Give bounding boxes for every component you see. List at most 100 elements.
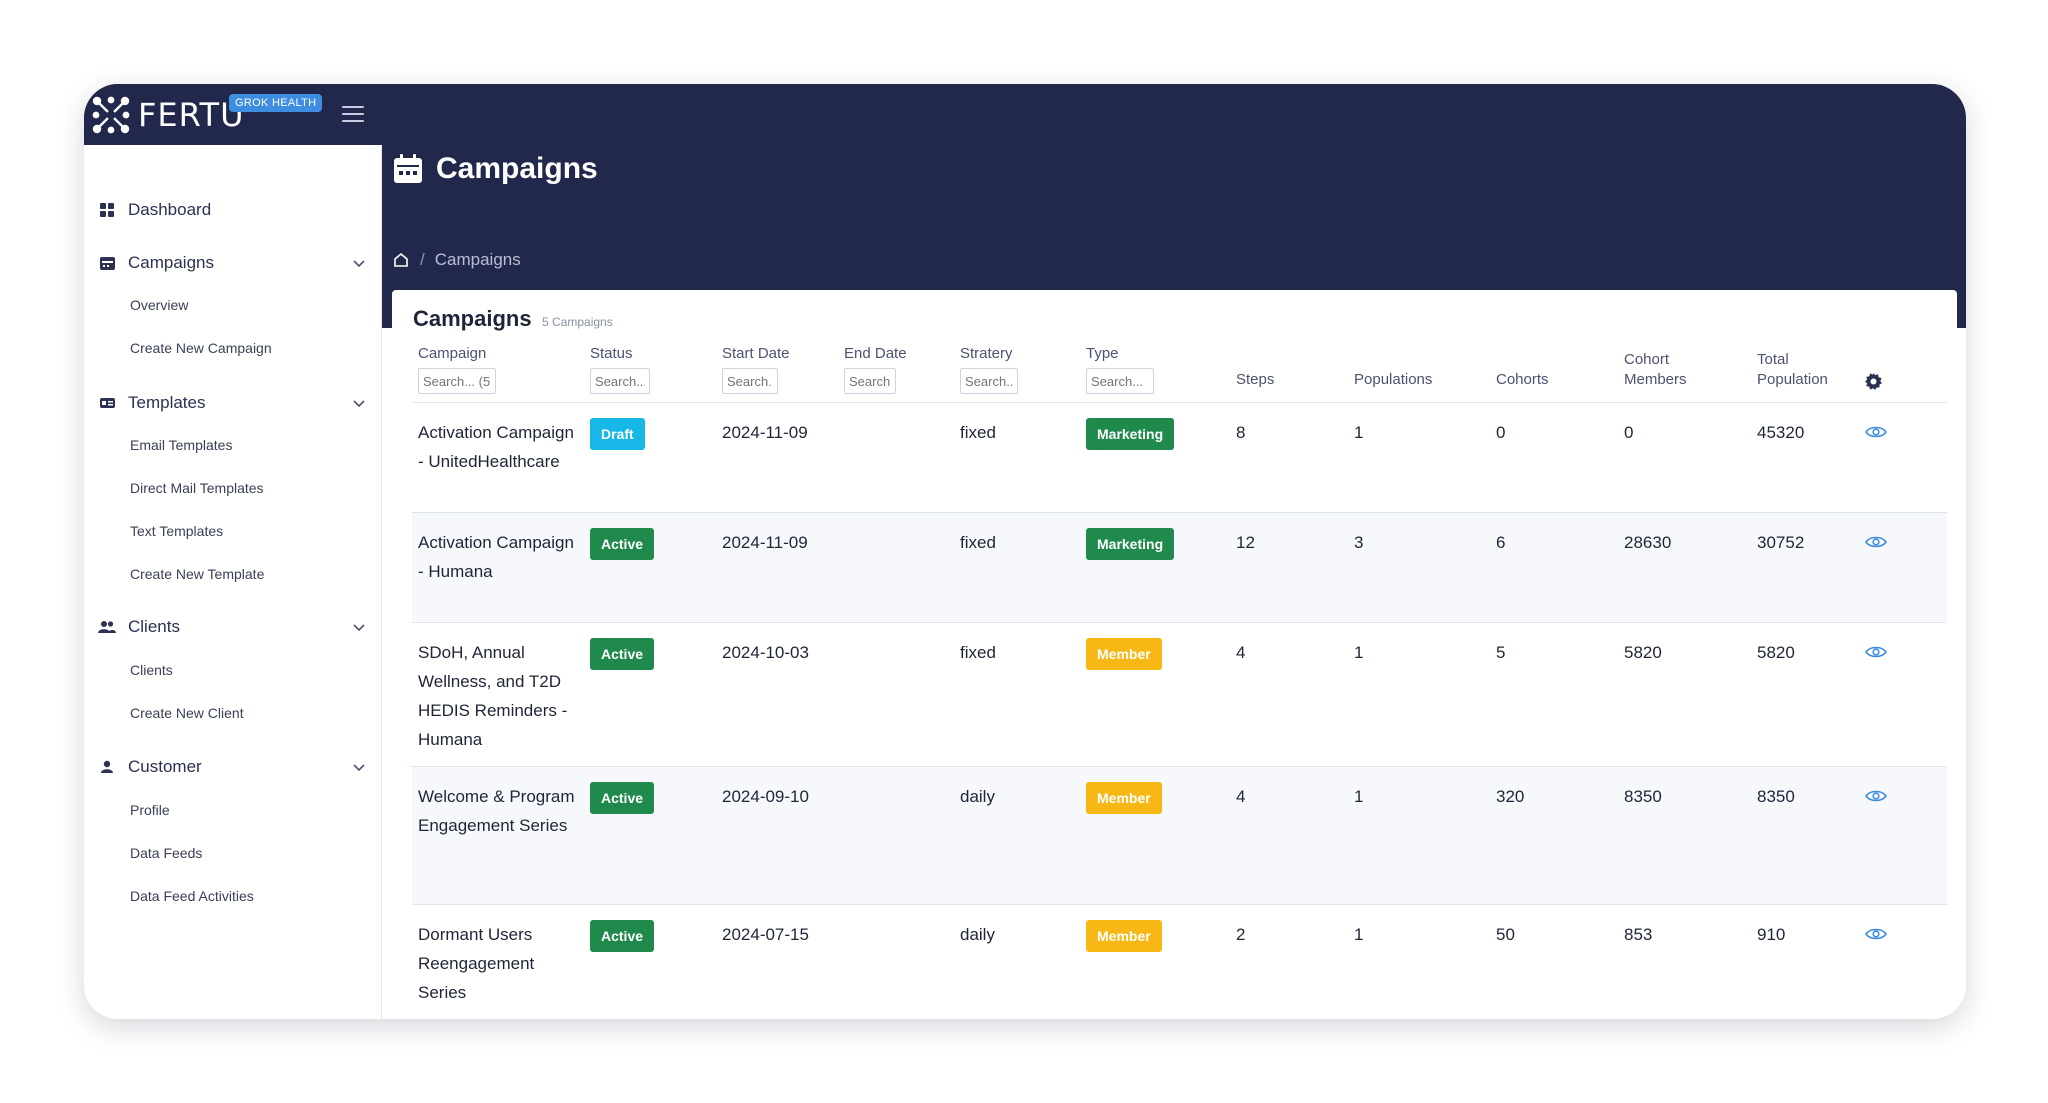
end-date (838, 766, 954, 905)
app-window: FERTU GROK HEALTH Dashboard Campaigns Ov… (84, 84, 1966, 1019)
status-badge: Active (590, 638, 655, 670)
type-cell: Member (1080, 622, 1230, 767)
total-population: 5820 (1751, 622, 1859, 767)
sidebar-item-create-new-client[interactable]: Create New Client (130, 705, 244, 721)
start-date: 2024-10-03 (716, 622, 838, 767)
start-date: 2024-07-15 (716, 904, 838, 1019)
status-cell: Active (584, 766, 716, 905)
type-badge: Member (1086, 782, 1162, 814)
view-eye-icon[interactable] (1865, 927, 1887, 941)
sidebar-item-overview[interactable]: Overview (130, 297, 189, 313)
logo-bar: FERTU GROK HEALTH (84, 84, 382, 145)
logo-text: FERTU (138, 95, 245, 134)
home-icon[interactable] (392, 251, 410, 269)
users-icon (98, 618, 116, 636)
sidebar-item-label: Campaigns (128, 253, 214, 272)
status-badge: Active (590, 528, 655, 560)
actions-cell (1859, 512, 1947, 623)
sidebar-item-dashboard[interactable]: Dashboard (98, 200, 366, 220)
cohorts: 0 (1490, 402, 1618, 513)
strategy: daily (954, 904, 1080, 1019)
type-search-input[interactable] (1086, 368, 1154, 394)
gear-icon[interactable] (1865, 373, 1882, 390)
campaign-count: 5 Campaigns (542, 315, 613, 329)
populations: 1 (1348, 766, 1490, 905)
strategy: daily (954, 766, 1080, 905)
col-cohort-members: Cohort Members (1618, 344, 1751, 403)
status-badge: Active (590, 782, 655, 814)
col-start-date: Start Date (716, 344, 838, 403)
sidebar-item-profile[interactable]: Profile (130, 802, 170, 818)
status-cell: Active (584, 904, 716, 1019)
view-eye-icon[interactable] (1865, 535, 1887, 549)
view-eye-icon[interactable] (1865, 425, 1887, 439)
campaign-search-input[interactable] (418, 368, 496, 394)
status-cell: Active (584, 622, 716, 767)
status-badge: Draft (590, 418, 645, 450)
actions-cell (1859, 904, 1947, 1019)
start-date: 2024-11-09 (716, 512, 838, 623)
actions-cell (1859, 622, 1947, 767)
col-cohorts: Cohorts (1490, 344, 1618, 403)
cohort-members: 0 (1618, 402, 1751, 513)
start-date: 2024-09-10 (716, 766, 838, 905)
strategy: fixed (954, 512, 1080, 623)
cohorts: 50 (1490, 904, 1618, 1019)
type-cell: Marketing (1080, 512, 1230, 623)
table-row[interactable]: Activation Campaign - Humana Active 2024-1… (412, 512, 1947, 623)
sidebar-item-direct-mail-templates[interactable]: Direct Mail Templates (130, 480, 264, 496)
table-row[interactable]: SDoH, Annual Wellness, and T2D HEDIS Rem… (412, 622, 1947, 767)
steps: 12 (1230, 512, 1348, 623)
page-title: Campaigns (436, 152, 598, 185)
campaign-name: SDoH, Annual Wellness, and T2D HEDIS Rem… (412, 622, 584, 767)
calendar-icon (394, 154, 422, 183)
campaign-name: Activation Campaign - Humana (412, 512, 584, 623)
cohorts: 5 (1490, 622, 1618, 767)
sidebar-item-label: Clients (128, 617, 180, 636)
sidebar-item-campaigns[interactable]: Campaigns (98, 253, 366, 273)
sidebar-item-clients-list[interactable]: Clients (130, 662, 173, 678)
table-header-row: Campaign Status Start Date End Date Stra… (412, 344, 1947, 403)
sidebar-item-email-templates[interactable]: Email Templates (130, 437, 233, 453)
view-eye-icon[interactable] (1865, 645, 1887, 659)
cohorts: 320 (1490, 766, 1618, 905)
steps: 2 (1230, 904, 1348, 1019)
cohorts: 6 (1490, 512, 1618, 623)
fertu-logo-icon (92, 96, 130, 133)
sidebar-item-templates[interactable]: Templates (98, 393, 366, 413)
end-date-search-input[interactable] (844, 368, 896, 394)
type-badge: Marketing (1086, 418, 1175, 450)
breadcrumb-separator: / (420, 250, 425, 269)
sidebar-item-data-feeds[interactable]: Data Feeds (130, 845, 203, 861)
sidebar-item-data-feed-activities[interactable]: Data Feed Activities (130, 888, 254, 904)
campaign-name: Dormant Users Reengagement Series (412, 904, 584, 1019)
status-search-input[interactable] (590, 368, 650, 394)
sidebar-item-customer[interactable]: Customer (98, 757, 366, 777)
sidebar-item-label: Customer (128, 757, 202, 776)
populations: 1 (1348, 622, 1490, 767)
sidebar-item-create-new-campaign[interactable]: Create New Campaign (130, 340, 272, 356)
end-date (838, 402, 954, 513)
total-population: 30752 (1751, 512, 1859, 623)
view-eye-icon[interactable] (1865, 789, 1887, 803)
populations: 1 (1348, 402, 1490, 513)
table-row[interactable]: Welcome & Program Engagement Series Activ… (412, 766, 1947, 905)
sidebar-item-create-new-template[interactable]: Create New Template (130, 566, 265, 582)
sidebar-item-clients[interactable]: Clients (98, 617, 366, 637)
strategy-search-input[interactable] (960, 368, 1018, 394)
strategy: fixed (954, 402, 1080, 513)
chevron-down-icon (353, 400, 365, 408)
actions-cell (1859, 766, 1947, 905)
total-population: 910 (1751, 904, 1859, 1019)
table-row[interactable]: Activation Campaign - UnitedHealthcare Dr… (412, 402, 1947, 513)
start-date-search-input[interactable] (722, 368, 778, 394)
cohort-members: 5820 (1618, 622, 1751, 767)
table-row[interactable]: Dormant Users Reengagement Series Active 2… (412, 904, 1947, 1019)
type-cell: Member (1080, 904, 1230, 1019)
status-cell: Active (584, 512, 716, 623)
type-cell: Member (1080, 766, 1230, 905)
populations: 3 (1348, 512, 1490, 623)
total-population: 45320 (1751, 402, 1859, 513)
sidebar-item-text-templates[interactable]: Text Templates (130, 523, 224, 539)
menu-toggle-icon[interactable] (342, 106, 364, 122)
